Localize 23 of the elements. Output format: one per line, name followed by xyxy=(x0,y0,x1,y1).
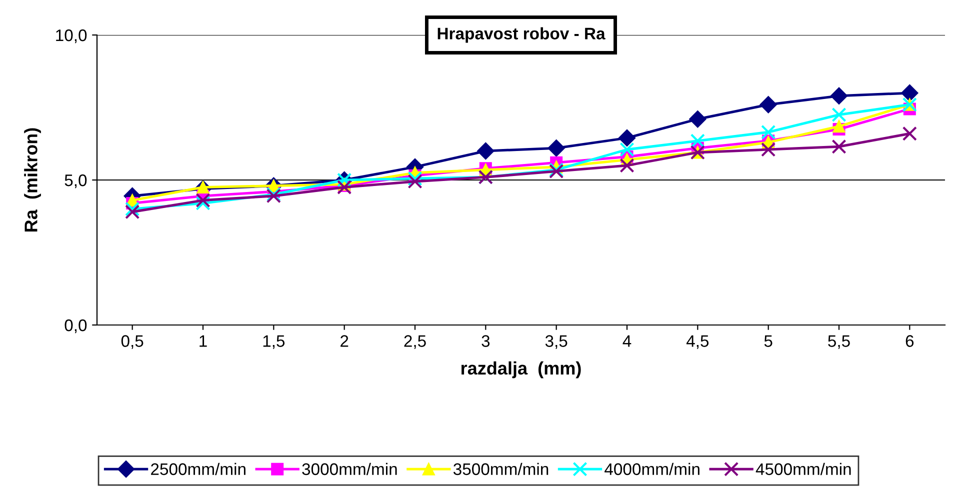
x-tick-label: 2 xyxy=(340,335,348,347)
x-tick-label: 0,5 xyxy=(121,335,144,349)
legend-label: 4000mm/min xyxy=(604,462,700,476)
x-tick-label: 5 xyxy=(764,335,772,347)
x-tick-label: 4 xyxy=(622,335,632,347)
y-tick-label: 0,0 xyxy=(64,319,87,334)
x-tick-label: 4,5 xyxy=(686,335,709,349)
legend-label: 2500mm/min xyxy=(151,462,246,476)
x-tick-label: 3,5 xyxy=(545,335,568,349)
x-tick-label: 2,5 xyxy=(404,335,426,349)
x-tick-label: 5,5 xyxy=(828,335,850,349)
y-tick-label: 5,0 xyxy=(64,174,87,188)
legend-label: 3500mm/min xyxy=(453,462,548,476)
chart-title: Hrapavost robov - Ra xyxy=(438,27,606,43)
y-tick-label: 10,0 xyxy=(56,29,87,44)
x-tick-label: 3 xyxy=(482,335,490,347)
x-tick-label: 1,5 xyxy=(263,335,285,349)
x-axis-title: razdalja (mm) xyxy=(461,361,581,378)
y-axis-title: Ra (mikron) xyxy=(24,128,41,232)
legend-label: 3000mm/min xyxy=(302,462,397,476)
x-tick-label: 6 xyxy=(906,335,914,347)
legend-label: 4500mm/min xyxy=(756,462,851,476)
x-tick-label: 1 xyxy=(200,335,207,347)
